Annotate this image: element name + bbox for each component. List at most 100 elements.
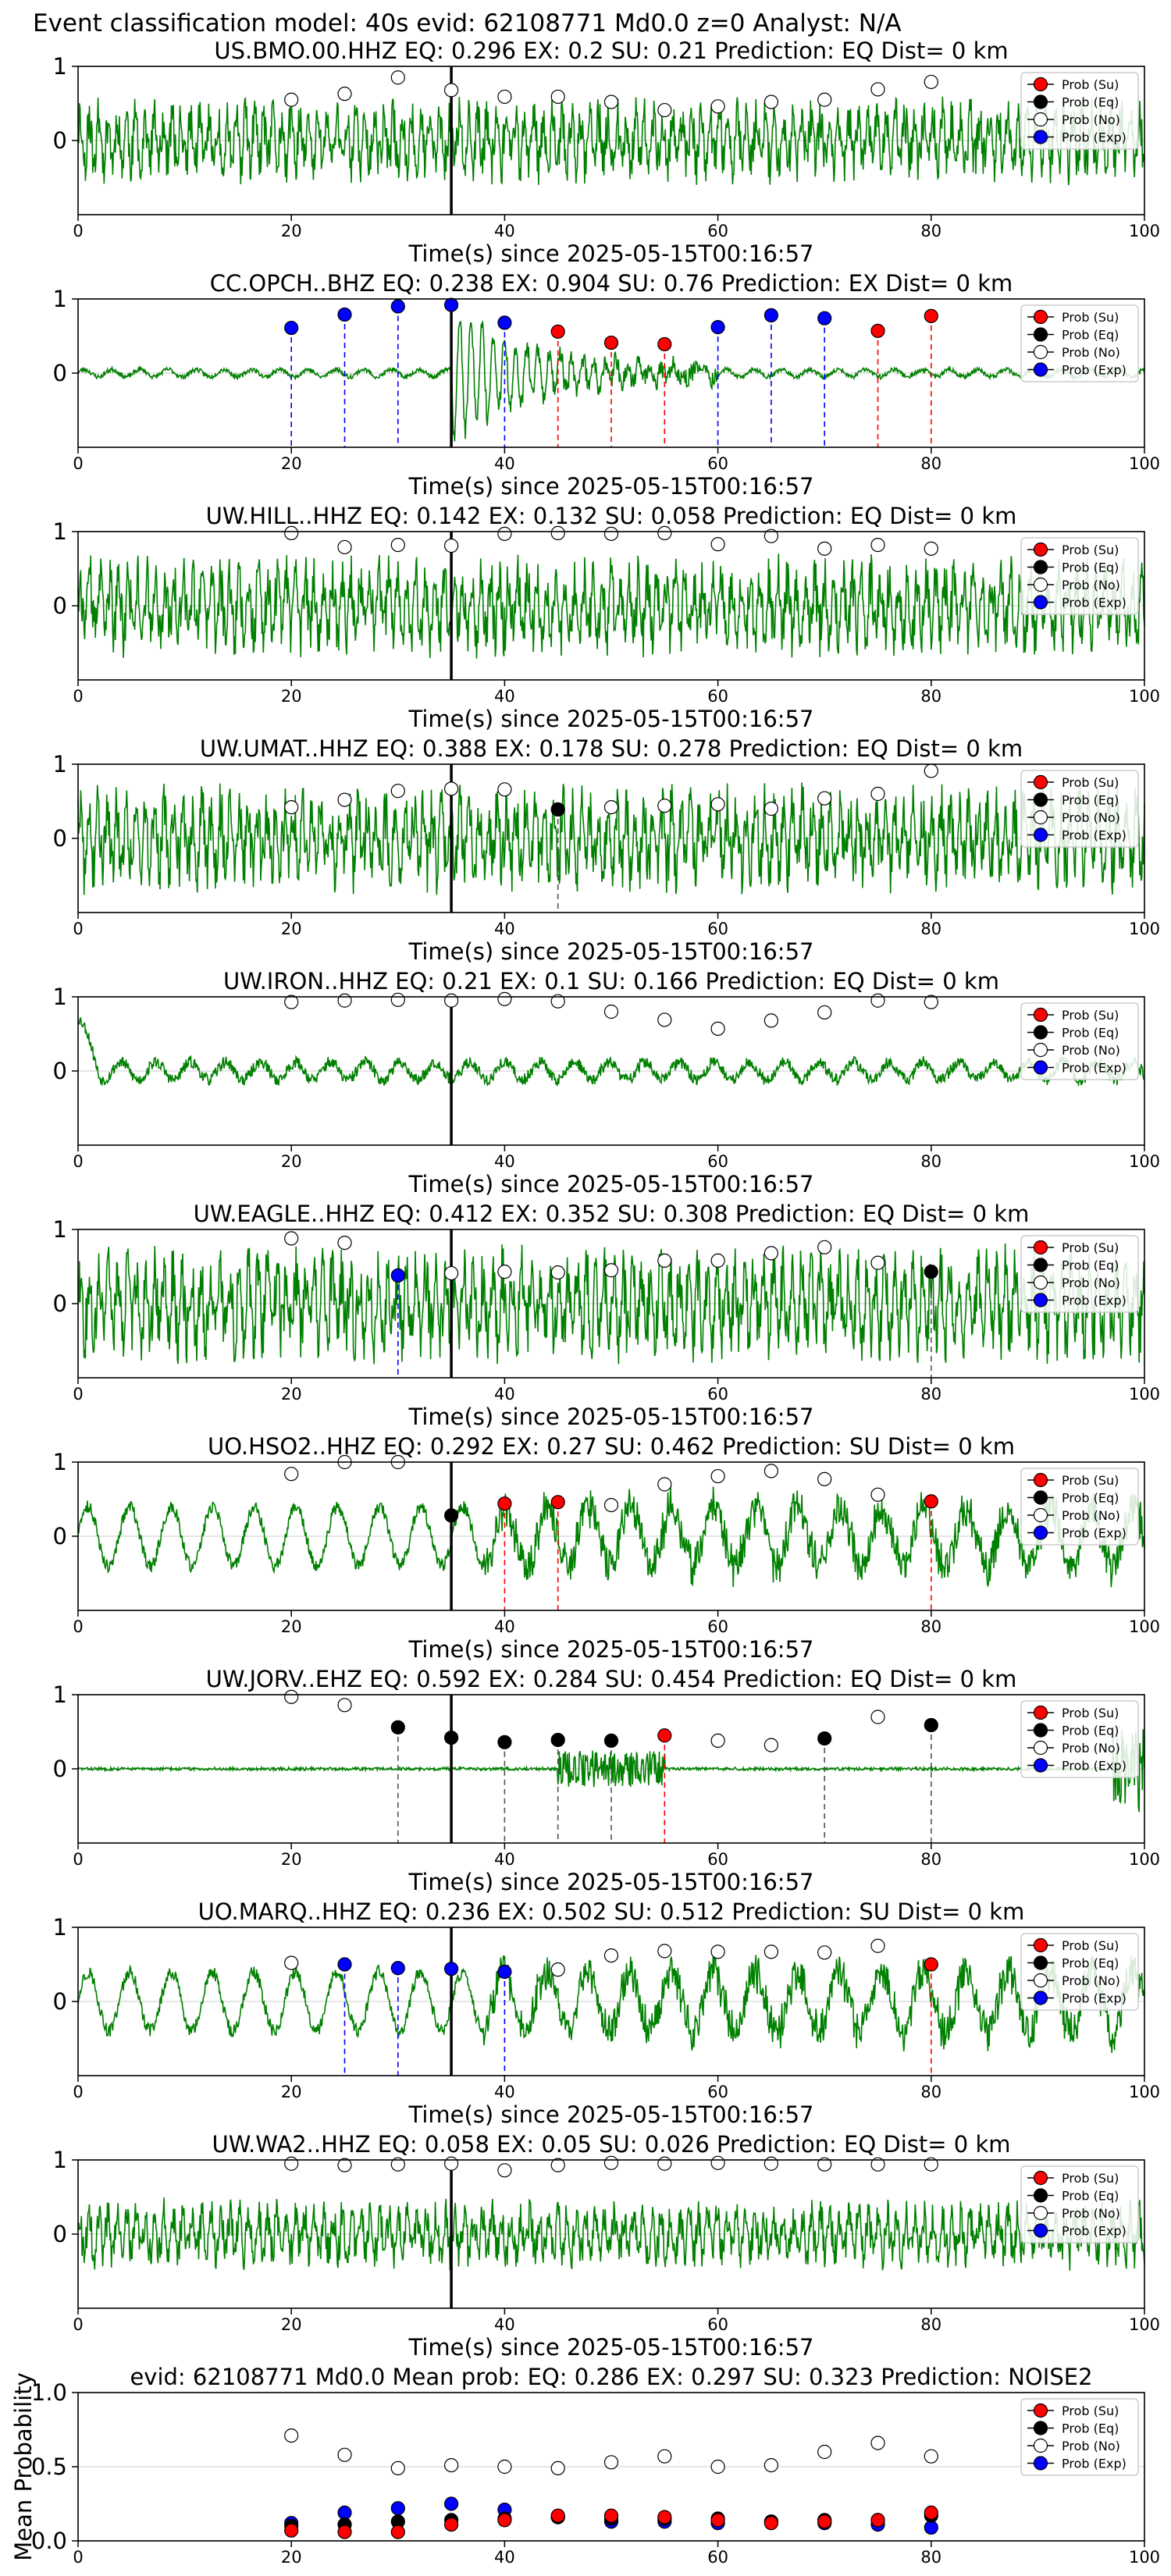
prob-marker-eq [497,1735,512,1749]
mean-prob-marker-no [710,2459,725,2475]
chart-title: evid: 62108771 Md0.0 Mean prob: EQ: 0.28… [130,2364,1092,2390]
y-tick-label: 1 [53,1681,67,1708]
prob-marker-no [390,784,405,799]
y-tick-label: 1 [53,751,67,777]
x-tick-label: 60 [707,454,728,473]
prob-marker-no [870,1938,885,1953]
prob-marker-no [870,2157,885,2172]
prob-marker-su [550,1495,565,1510]
x-tick-label: 60 [707,920,728,938]
prob-marker-no [284,525,299,541]
x-tick-label: 0 [73,2315,83,2334]
prob-marker-no [657,799,672,813]
prob-marker-no [603,94,619,109]
prob-marker-no [603,2155,619,2170]
x-tick-label: 40 [494,1385,515,1404]
chart-panel-5: UW.IRON..HHZ EQ: 0.21 EX: 0.1 SU: 0.166 … [53,968,1161,1197]
chart-title: UO.MARQ..HHZ EQ: 0.236 EX: 0.502 SU: 0.5… [198,1898,1025,1925]
legend-marker-su [1033,1007,1048,1023]
chart-panel-3: UW.HILL..HHZ EQ: 0.142 EX: 0.132 SU: 0.0… [53,503,1161,732]
x-tick-label: 20 [281,1152,302,1171]
prob-marker-exp [817,311,832,326]
prob-marker-no [817,1005,832,1020]
legend-marker-exp [1033,827,1048,842]
prob-marker-no [603,1948,619,1963]
legend-marker-no [1033,1042,1048,1058]
x-tick-label: 0 [73,222,83,240]
legend-marker-no [1033,1507,1048,1523]
legend-marker-eq [1033,1025,1048,1040]
prob-marker-no [817,791,832,806]
prob-marker-no [763,528,779,543]
x-tick-label: 0 [73,1385,83,1404]
legend-label: Prob (No) [1062,1043,1120,1058]
chart-title: UO.HSO2..HHZ EQ: 0.292 EX: 0.27 SU: 0.46… [208,1433,1015,1460]
prob-marker-no [284,799,299,815]
x-tick-label: 60 [707,1385,728,1404]
legend-label: Prob (Exp) [1062,596,1127,610]
seismogram-trace [77,2197,1145,2272]
y-tick-label: 1 [53,53,67,80]
x-tick-label: 0 [73,687,83,706]
prob-marker-no [657,525,672,541]
x-axis-label: Time(s) since 2025-05-15T00:16:57 [408,938,814,965]
x-tick-label: 20 [281,222,302,240]
legend-marker-exp [1033,2223,1048,2238]
x-tick-label: 40 [494,2083,515,2101]
x-axis-label: Time(s) since 2025-05-15T00:16:57 [408,706,814,732]
prob-marker-no [657,1253,672,1268]
prob-marker-no [817,2157,832,2172]
legend-label: Prob (Exp) [1062,2457,1127,2471]
legend-label: Prob (No) [1062,1276,1120,1290]
x-tick-label: 0 [73,1152,83,1171]
prob-marker-no [710,1021,725,1036]
legend-label: Prob (Exp) [1062,828,1127,843]
x-tick-label: 100 [1129,222,1160,240]
legend-marker-no [1033,112,1048,127]
legend-label: Prob (Su) [1062,1706,1119,1720]
legend-box [1020,72,1139,150]
mean-prob-marker-no [443,2458,459,2473]
x-tick-label: 20 [281,1850,302,1869]
x-tick-label: 80 [920,1617,941,1636]
legend-box [1020,2165,1139,2243]
prob-marker-su [657,336,672,352]
mean-prob-marker-no [924,2449,938,2464]
legend-label: Prob (Eq) [1062,328,1119,343]
legend-marker-no [1033,1973,1048,1988]
prob-marker-no [603,1004,619,1019]
prob-marker-su [550,324,565,339]
legend-box [1020,537,1139,615]
prob-marker-no [763,1246,779,1261]
legend-box [1020,1002,1139,1080]
x-axis-label: Time(s) since 2025-05-15T00:16:57 [408,1171,814,1197]
legend-label: Prob (Exp) [1062,1759,1127,1774]
prob-marker-eq [924,1717,938,1733]
x-axis-label: Time(s) since 2025-05-15T00:16:57 [408,1869,814,1895]
legend-label: Prob (Eq) [1062,1026,1119,1041]
mean-prob-marker-su [710,2513,725,2528]
legend-marker-exp [1033,1758,1048,1773]
y-tick-label: 0.5 [31,2453,67,2480]
legend-marker-eq [1033,94,1048,109]
prob-marker-no [924,763,938,778]
chart-title: CC.OPCH..BHZ EQ: 0.238 EX: 0.904 SU: 0.7… [210,270,1013,297]
x-tick-label: 0 [73,454,83,473]
prob-marker-no [710,1468,725,1484]
y-tick-label: 0 [53,1988,67,2015]
mean-prob-marker-exp [443,2496,459,2511]
prob-marker-no [603,799,619,815]
legend-label: Prob (Su) [1062,543,1119,557]
y-tick-label: 0 [53,1756,67,1782]
prob-marker-no [870,993,885,1008]
mean-prob-marker-su [390,2524,405,2539]
chart-title: UW.WA2..HHZ EQ: 0.058 EX: 0.05 SU: 0.026… [212,2131,1010,2158]
mean-prob-marker-exp [390,2501,405,2516]
prob-marker-no [657,1944,672,1959]
x-tick-label: 40 [494,1152,515,1171]
chart-panel-6: UW.EAGLE..HHZ EQ: 0.412 EX: 0.352 SU: 0.… [53,1201,1161,1430]
mean-prob-marker-no [657,2449,672,2464]
prob-marker-exp [390,1268,405,1283]
y-axis-label: Mean Probability [10,2372,37,2561]
